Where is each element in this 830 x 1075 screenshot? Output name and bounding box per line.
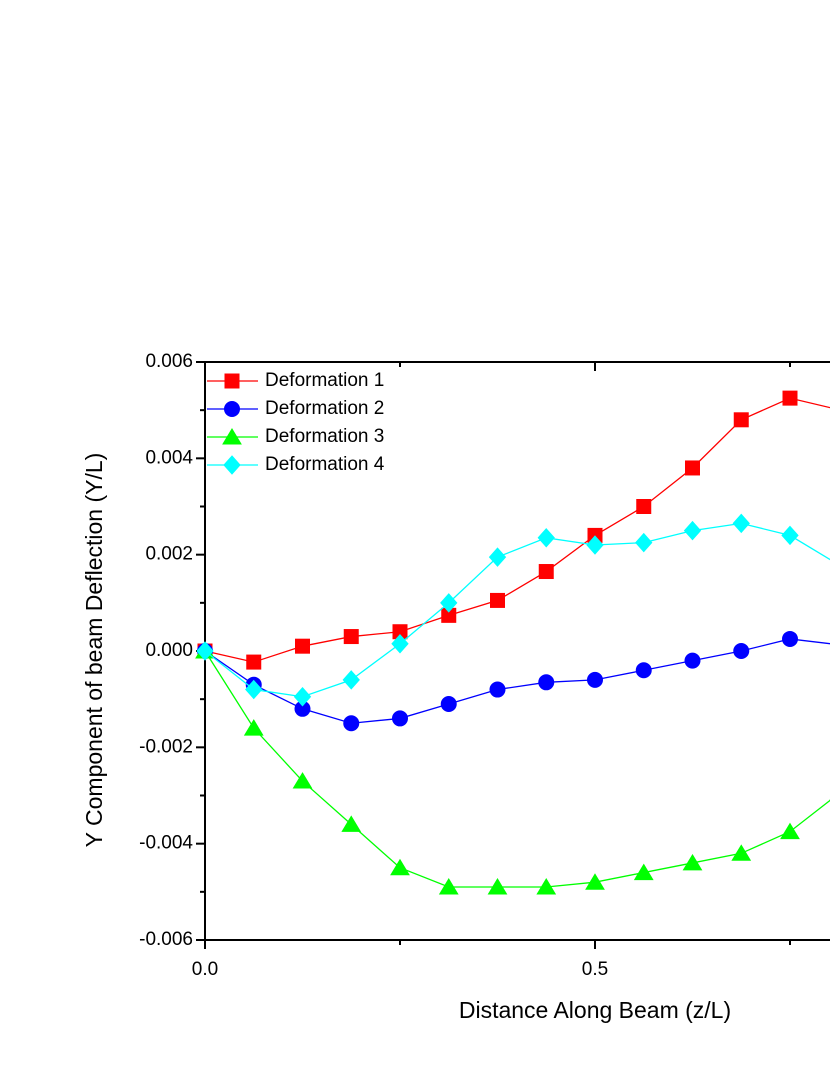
marker-triangle (222, 428, 242, 445)
y-axis-title: Y Component of beam Deflection (Y/L) (81, 453, 107, 848)
marker-circle (343, 715, 360, 732)
marker-circle (224, 401, 240, 417)
marker-square (538, 564, 554, 580)
y-tick-label: -0.002 (139, 736, 193, 757)
marker-triangle (536, 878, 557, 895)
marker-circle (733, 643, 750, 659)
legend-label: Deformation 4 (265, 454, 385, 475)
marker-triangle (390, 858, 410, 876)
marker-circle (587, 671, 603, 688)
marker-diamond (488, 547, 507, 567)
y-tick-label: 0.000 (145, 640, 193, 661)
legend-label: Deformation 3 (265, 426, 384, 447)
y-tick-label: -0.006 (139, 929, 193, 950)
marker-diamond (732, 513, 750, 534)
marker-square (295, 638, 310, 654)
marker-square (636, 499, 652, 514)
marker-triangle (341, 815, 362, 832)
marker-triangle (243, 719, 264, 736)
marker-square (733, 412, 749, 428)
marker-triangle (292, 772, 313, 789)
x-tick-label: 0.0 (192, 959, 218, 980)
marker-triangle (487, 878, 508, 895)
marker-diamond (586, 535, 604, 555)
marker-square (490, 592, 505, 608)
marker-circle (782, 630, 798, 647)
marker-diamond (342, 670, 360, 690)
marker-square (782, 390, 798, 406)
marker-circle (684, 652, 701, 669)
x-tick-label: 0.5 (582, 959, 608, 980)
marker-triangle (438, 878, 459, 895)
marker-triangle (780, 822, 800, 840)
marker-diamond (223, 455, 241, 475)
marker-diamond (683, 520, 702, 541)
marker-triangle (731, 844, 752, 861)
marker-diamond (440, 593, 458, 613)
marker-diamond (196, 641, 214, 661)
marker-diamond (635, 532, 653, 553)
marker-square (685, 460, 700, 476)
marker-triangle (585, 873, 605, 890)
y-tick-label: 0.004 (145, 447, 193, 468)
marker-square (224, 373, 240, 389)
marker-circle (538, 674, 555, 691)
y-tick-label: 0.006 (145, 351, 193, 372)
marker-diamond (245, 679, 263, 700)
legend-label: Deformation 2 (265, 398, 384, 419)
y-tick-label: -0.004 (139, 833, 193, 854)
x-axis-title: Distance Along Beam (z/L) (459, 997, 731, 1023)
legend-label: Deformation 1 (265, 370, 384, 391)
marker-square (246, 654, 262, 670)
y-tick-label: 0.002 (145, 544, 193, 565)
marker-triangle (682, 853, 703, 871)
marker-diamond (293, 687, 312, 707)
series-line (204, 638, 830, 724)
marker-diamond (781, 525, 799, 546)
marker-circle (440, 695, 457, 712)
marker-diamond (537, 528, 555, 548)
marker-circle (392, 710, 408, 727)
marker-square (343, 629, 359, 645)
series-line (204, 397, 830, 663)
marker-circle (635, 662, 652, 679)
marker-triangle (633, 863, 654, 881)
marker-circle (489, 681, 506, 698)
series-line (204, 522, 830, 698)
marker-diamond (391, 634, 409, 654)
